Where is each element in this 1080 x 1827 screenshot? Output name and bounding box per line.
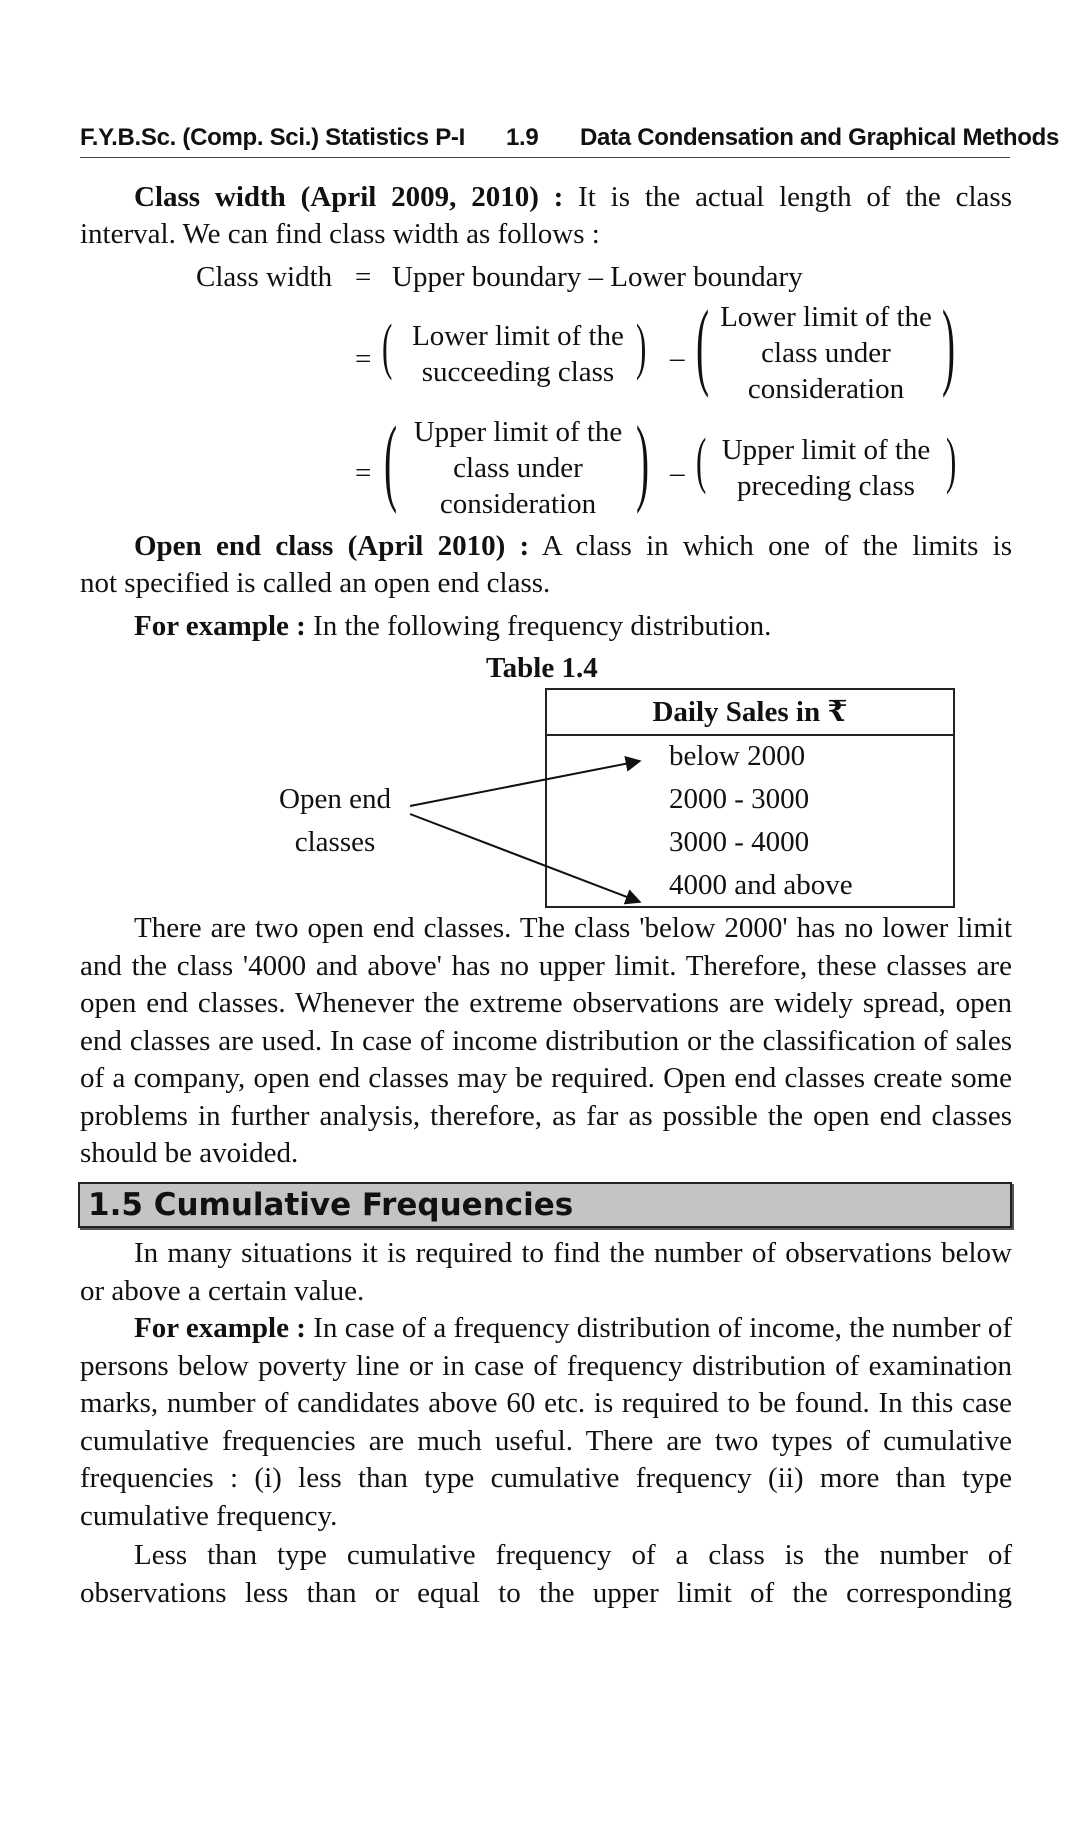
header-chapter-title: Data Condensation and Graphical Methods	[580, 124, 1060, 151]
arrow-to-below-2000	[409, 755, 642, 807]
paren-open-2b: (	[696, 427, 707, 495]
formula-minus-2: –	[670, 457, 685, 489]
class-width-line2: interval. We can find class width as fol…	[80, 218, 600, 250]
alt1-a-line2: succeeding class	[421, 356, 615, 388]
formula-eq: =	[355, 261, 372, 293]
formula-lhs: Class width	[196, 261, 333, 293]
cumulative-example: For example : In case of a frequency dis…	[80, 1310, 1012, 1535]
cumulative-example-text: In case of a frequency distribution of i…	[80, 1312, 1012, 1532]
header-book-title: F.Y.B.Sc. (Comp. Sci.) Statistics P-I	[80, 124, 465, 151]
open-end-example-text: In the following frequency distribution.	[305, 610, 772, 642]
paren-open-1b: (	[696, 291, 710, 399]
alt1-b-line1: Lower limit of the	[720, 301, 932, 333]
cumulative-example-term: For example :	[134, 1312, 306, 1344]
sales-table	[545, 688, 955, 908]
formula-minus-1: –	[670, 342, 685, 374]
formula-eq-3: =	[355, 457, 372, 489]
table-caption: Table 1.4	[486, 652, 598, 684]
header-page-number: 1.9	[506, 124, 539, 151]
open-end-label-line1: Open end	[279, 783, 391, 815]
alt2-a-line1: Upper limit of the	[413, 416, 623, 448]
cumulative-intro: In many situations it is required to fin…	[80, 1237, 1012, 1307]
table-row: 2000 - 3000	[669, 783, 810, 815]
alt1-b-line3: consideration	[747, 373, 905, 405]
class-width-term: Class width (April 2009, 2010) :	[134, 181, 564, 213]
open-end-label-line2: classes	[294, 826, 376, 858]
alt2-b-line2: preceding class	[737, 470, 915, 502]
paren-close-2b: )	[946, 427, 957, 495]
arrow-to-4000-and-above	[409, 813, 642, 905]
alt2-b-line1: Upper limit of the	[721, 434, 931, 466]
table-header-rule	[545, 734, 955, 736]
table-row: 3000 - 4000	[669, 826, 810, 858]
section-heading-bar	[78, 1182, 1012, 1228]
alt1-a-line1: Lower limit of the	[412, 320, 624, 352]
alt2-a-line2: class under	[453, 452, 583, 484]
table-row: below 2000	[669, 740, 806, 772]
alt2-a-line3: consideration	[439, 488, 597, 520]
open-end-text1: A class in which one of the limits is	[529, 530, 1013, 562]
alt1-b-line2: class under	[761, 337, 891, 369]
open-end-term: Open end class (April 2010) :	[134, 530, 530, 562]
formula-rhs: Upper boundary – Lower boundary	[392, 261, 803, 293]
open-end-example: For example : In the following frequency…	[80, 608, 1012, 646]
open-end-example-term: For example :	[134, 610, 306, 642]
class-width-line1: Class width (April 2009, 2010) : It is t…	[80, 179, 1012, 217]
header-rule	[80, 157, 1010, 158]
section-heading: 1.5 Cumulative Frequencies	[88, 1187, 574, 1223]
paren-close-2a: )	[636, 407, 650, 515]
table-header: Daily Sales in ₹	[652, 696, 848, 728]
paren-open-2a: (	[384, 407, 398, 515]
less-than-definition: Less than type cumulative frequency of a…	[80, 1539, 1012, 1609]
paren-open-1a: (	[382, 313, 393, 381]
open-end-explanation: There are two open end classes. The clas…	[80, 912, 1012, 1169]
paren-close-1a: )	[636, 313, 647, 381]
formula-eq-2: =	[355, 343, 372, 375]
table-row: 4000 and above	[669, 869, 853, 901]
open-end-line1: Open end class (April 2010) : A class in…	[80, 528, 1012, 566]
paren-close-1b: )	[942, 291, 956, 399]
class-width-text1: It is the actual length of the class	[563, 181, 1012, 213]
open-end-line2: not specified is called an open end clas…	[80, 567, 551, 599]
